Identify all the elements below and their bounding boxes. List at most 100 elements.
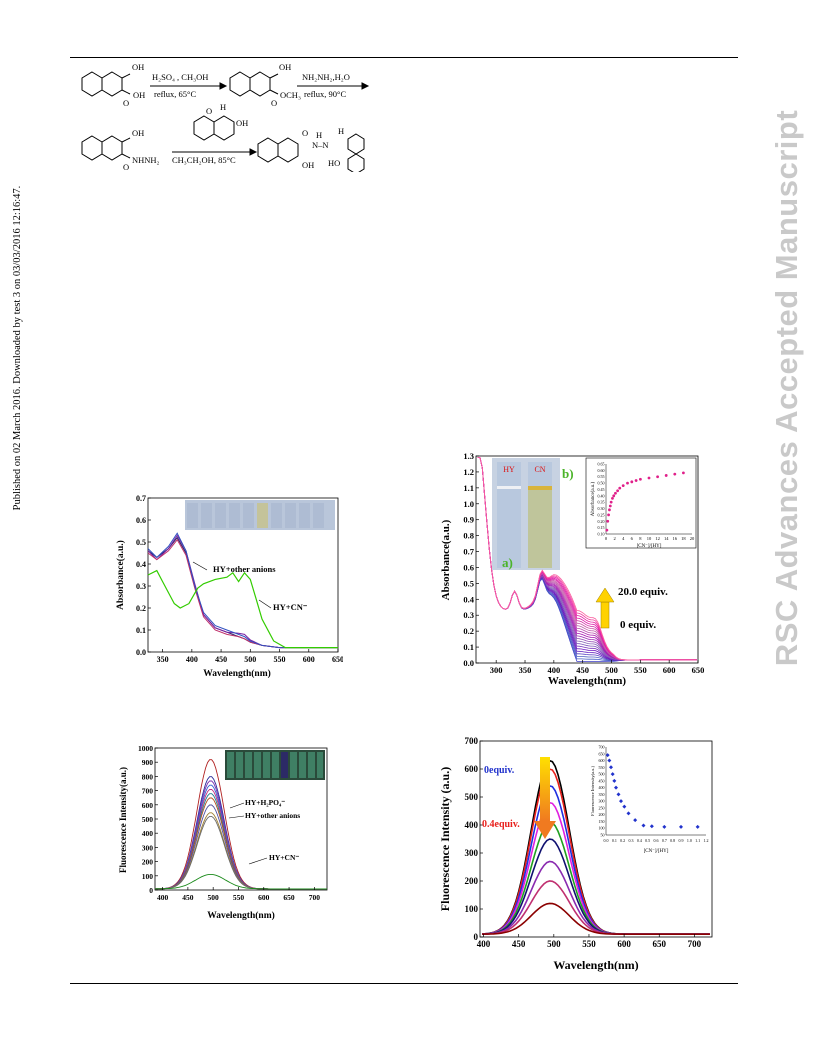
inset-y-tick-label: 0.65 [598, 462, 605, 467]
inset-data-point [639, 477, 642, 481]
inset-y-tick-label: 300 [599, 799, 605, 804]
inset-data-point [610, 772, 615, 777]
scheme-oh-3: OH [132, 128, 144, 138]
annotation-cn: HY+CN⁻ [273, 602, 308, 612]
inset-y-tick-label: 0.10 [598, 532, 605, 537]
inset-x-tick-label: 12 [655, 536, 660, 541]
y-tick-label: 700 [465, 737, 479, 746]
inset-x-tick-label: 6 [631, 536, 634, 541]
inset-data-point [618, 486, 622, 490]
inset-y-tick-label: 0.25 [598, 512, 605, 517]
top-rule [70, 57, 738, 58]
inset-y-tick-label: 100 [599, 826, 605, 831]
y-tick-label: 0.4 [463, 594, 474, 604]
y-tick-label: 0.6 [136, 516, 146, 525]
inset-x-tick-label: 0.5 [645, 838, 650, 843]
y-tick-label: 0.8 [463, 531, 474, 541]
x-tick-label: 500 [244, 655, 256, 664]
inset-data-point [606, 519, 610, 523]
scheme-o-2: O [271, 98, 277, 108]
y-tick-label: 1000 [138, 744, 153, 753]
y-tick-label: 0.5 [136, 538, 146, 547]
y-tick-label: 100 [465, 904, 479, 914]
x-tick-label: 700 [309, 893, 321, 902]
inset-y-tick-label: 0.15 [598, 525, 605, 530]
y-tick-label: 800 [142, 772, 154, 781]
inset-x-tick-label: 0.6 [654, 838, 659, 843]
series-line-hy-anion [147, 532, 338, 649]
inset-x-tick-label: 0 [605, 536, 608, 541]
inset-chart: 0.0 0.1 0.2 0.3 0.4 0.5 0.6 0.7 0.8 0.9 1.0 1.1 1.2 5… [590, 745, 709, 855]
y-tick-label: 1.0 [463, 499, 474, 509]
inset-data-point [616, 792, 621, 797]
scheme-ald-oh: OH [236, 118, 248, 128]
annotation-h2po4: HY+H₂PO₄⁻ [245, 798, 285, 807]
y-tick-label: 700 [142, 787, 154, 796]
abs-anions-chart: 350 400 450 500 550 600 650 0.0 0.1 0.2 0.3 0.4 0.5 0… [115, 494, 343, 679]
inset-data-point [608, 508, 611, 512]
scheme-acid-oh: OH [133, 90, 145, 100]
inset-y-tick-label: 0.50 [598, 481, 605, 486]
inset-y-tick-label: 600 [599, 758, 605, 763]
inset-y-tick-label: 0.45 [598, 487, 605, 492]
cuvette-photo: HY CN [492, 458, 560, 570]
inset-chart: 0 2 4 6 8 10 12 14 16 18 20 0.10 0.150.20 0.250.300.3… [585, 457, 697, 549]
x-tick-label: 600 [617, 939, 631, 949]
bottom-rule [70, 983, 738, 984]
inset-x-tick-label: 0.1 [612, 838, 617, 843]
inset-y-tick-label: 450 [599, 778, 605, 783]
x-tick-label: 650 [283, 893, 295, 902]
inset-data-point [634, 479, 638, 482]
inset-y-tick-label: 0.30 [598, 506, 605, 511]
scheme-ald-h: H [220, 102, 226, 112]
y-tick-label: 0.9 [463, 515, 474, 525]
scheme-o-1: O [123, 98, 129, 108]
y-tick-label: 0.5 [463, 578, 474, 588]
inset-x-tick-label: 10 [647, 536, 652, 541]
scheme-hydrazide: NHNH₂ [132, 155, 160, 165]
x-tick-label: 350 [519, 665, 532, 675]
x-tick-label: 400 [477, 939, 491, 949]
y-tick-label: 400 [465, 820, 479, 830]
x-tick-label: 650 [653, 939, 667, 949]
x-tick-label: 450 [215, 655, 227, 664]
x-axis-label: Wavelength(nm) [553, 958, 638, 972]
synthesis-scheme: OH OH O H₂SO₄ , CH₃OH reflux, 65°C OH OC… [81, 64, 370, 172]
inset-y-tick-label: 0.55 [598, 474, 605, 479]
x-tick-label: 600 [258, 893, 270, 902]
y-tick-label: 0 [149, 886, 153, 895]
inset-data-point [616, 489, 620, 493]
x-tick-label: 650 [332, 655, 343, 664]
label-0-equiv: 0 equiv. [620, 619, 656, 631]
inset-data-point [619, 799, 623, 804]
inset-y-tick-label: 650 [599, 751, 605, 756]
y-tick-label: 500 [465, 792, 479, 802]
naphthalene-ring-3 [81, 135, 131, 161]
x-axis-label: Wavelength(nm) [207, 910, 275, 921]
inset-x-tick-label: 8 [639, 536, 642, 541]
inset-x-tick-label: 0.0 [604, 838, 609, 843]
x-tick-label: 450 [182, 893, 194, 902]
inset-data-point [679, 824, 683, 829]
inset-data-point [630, 480, 634, 484]
x-tick-label: 500 [547, 939, 561, 949]
inset-x-tick-label: 0.8 [670, 838, 675, 843]
y-tick-label: 300 [465, 848, 479, 858]
y-tick-label: 0.0 [463, 658, 474, 668]
inset-y-tick-label: 0.35 [598, 500, 605, 505]
inset-x-tick-label: 4 [622, 536, 625, 541]
y-tick-label: 1.3 [463, 451, 474, 461]
panel-label-a: a) [502, 555, 513, 570]
x-tick-label: 550 [274, 655, 286, 664]
annotation-cn: HY+CN⁻ [269, 853, 299, 862]
scheme-prod-ho: HO [328, 158, 340, 168]
inset-x-tick-label: 20 [690, 536, 695, 541]
inset-x-axis-label: [CN⁻]/[HY] [644, 849, 669, 854]
inset-data-point [608, 504, 612, 508]
inset-x-tick-label: 16 [673, 536, 678, 541]
x-tick-label: 400 [157, 893, 169, 902]
x-tick-label: 400 [186, 655, 198, 664]
y-tick-label: 0.2 [463, 626, 474, 636]
reagent-2-top: NH₂NH₂,H₂O [302, 72, 350, 82]
y-tick-label: 0 [474, 932, 479, 942]
